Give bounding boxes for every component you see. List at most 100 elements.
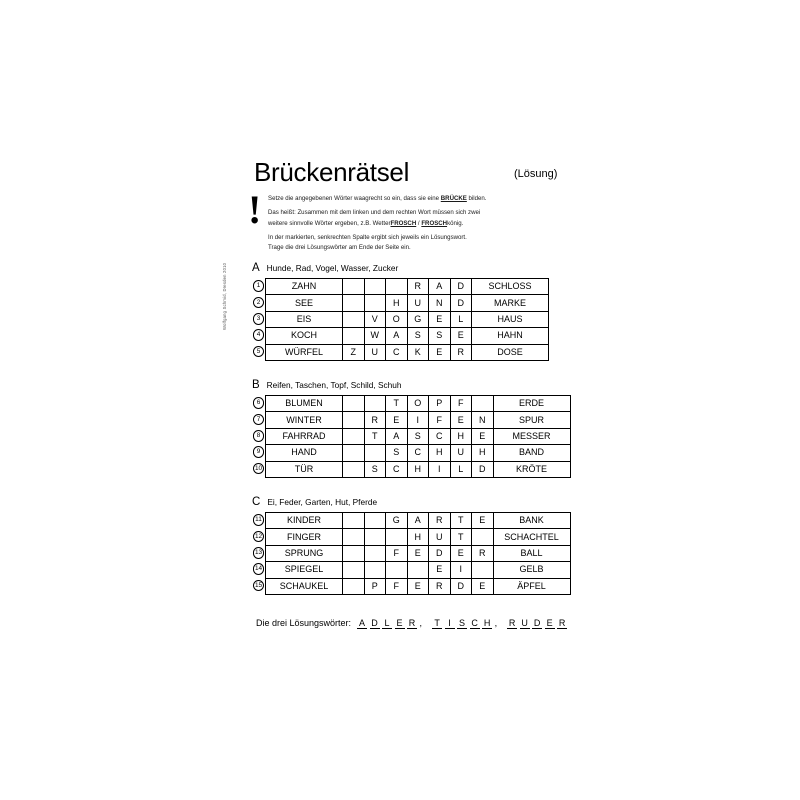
letter-cell[interactable]: H — [385, 294, 408, 312]
letter-cell[interactable]: T — [385, 394, 408, 413]
instruction-line-2: Das heißt: Zusammen mit dem linken und d… — [268, 209, 481, 217]
puzzle-section-a: A Hunde, Rad, Vogel, Wasser, Zucker 1 2 3 4 5 Z… — [252, 262, 572, 361]
letter-cell[interactable]: E — [385, 411, 408, 429]
letter-cell[interactable]: N — [428, 294, 451, 312]
instruction-line-1: Setze die angegebenen Wörter waagrecht s… — [268, 195, 487, 202]
letter-cell[interactable]: A — [406, 511, 429, 530]
letter-cell[interactable]: U — [428, 528, 451, 546]
letter-cell[interactable]: H — [449, 427, 472, 446]
letter-cell[interactable]: G — [406, 310, 429, 329]
letter-cell[interactable]: N — [471, 411, 494, 429]
letter-cell[interactable]: D — [449, 577, 472, 595]
letter-cell[interactable]: F — [428, 411, 451, 429]
blocked-cell — [342, 327, 365, 345]
credit-line: Wolfgang Schmid, Dresden 2010 — [222, 262, 227, 330]
row-number: 13 — [252, 547, 265, 559]
grid-row: KINDER G A R T E BANK — [265, 511, 571, 530]
letter-cell[interactable]: T — [449, 511, 472, 530]
letter-cell[interactable]: H — [471, 444, 494, 462]
letter-cell[interactable]: R — [363, 411, 386, 429]
letter-cell[interactable]: H — [406, 460, 429, 478]
letter-cell[interactable]: C — [385, 460, 408, 478]
letter-cell[interactable]: I — [406, 411, 429, 429]
letter-cell[interactable]: A — [385, 427, 408, 446]
row-number: 10 — [252, 462, 265, 475]
blocked-cell — [363, 444, 386, 462]
letter-cell[interactable]: D — [471, 460, 494, 478]
puzzle-section-b: B Reifen, Taschen, Topf, Schild, Schuh 6 7 8… — [252, 379, 572, 478]
letter-cell[interactable]: A — [385, 327, 408, 345]
letter-cell[interactable]: K — [406, 343, 429, 361]
letter-cell[interactable]: H — [406, 528, 429, 546]
letter-cell[interactable]: V — [363, 310, 386, 329]
section-letter: B — [252, 379, 260, 391]
letter-cell[interactable]: D — [449, 294, 472, 312]
letter-cell[interactable]: O — [406, 394, 429, 413]
letter-cell[interactable]: L — [449, 310, 472, 329]
letter-cell[interactable]: H — [428, 444, 451, 462]
letter-cell[interactable]: R — [428, 577, 451, 595]
letter-cell[interactable]: E — [428, 310, 451, 329]
letter-cell[interactable]: E — [406, 577, 429, 595]
letter-cell[interactable]: U — [449, 444, 472, 462]
row-number: 5 — [252, 345, 265, 358]
solution-separator: , — [419, 618, 423, 628]
left-word: SPIEGEL — [265, 561, 343, 579]
letter-cell[interactable]: S — [363, 460, 386, 478]
solution-label: Die drei Lösungswörter: — [256, 618, 352, 628]
letter-cell[interactable]: W — [363, 327, 386, 345]
letter-cell[interactable]: G — [385, 511, 408, 530]
letter-cell[interactable]: E — [471, 577, 494, 595]
letter-cell[interactable]: U — [406, 294, 429, 312]
letter-cell[interactable]: A — [428, 277, 451, 296]
blocked-cell — [363, 544, 386, 563]
left-word: TÜR — [265, 460, 343, 478]
letter-cell[interactable]: C — [428, 427, 451, 446]
letter-cell[interactable]: S — [385, 444, 408, 462]
left-word: KOCH — [265, 327, 343, 345]
section-header: A Hunde, Rad, Vogel, Wasser, Zucker — [252, 262, 572, 274]
letter-cell[interactable]: F — [385, 577, 408, 595]
section-word-list: Reifen, Taschen, Topf, Schild, Schuh — [266, 380, 402, 390]
letter-cell[interactable]: Z — [342, 343, 365, 361]
letter-cell[interactable]: E — [428, 561, 451, 579]
blocked-cell — [363, 294, 386, 312]
letter-cell[interactable]: E — [406, 544, 429, 563]
letter-cell[interactable]: R — [406, 277, 429, 296]
letter-cell[interactable]: P — [363, 577, 386, 595]
letter-cell[interactable]: E — [471, 427, 494, 446]
letter-cell[interactable]: F — [449, 394, 472, 413]
letter-cell[interactable]: R — [449, 343, 472, 361]
blocked-cell — [342, 444, 365, 462]
letter-cell[interactable]: I — [449, 561, 472, 579]
letter-cell[interactable]: P — [428, 394, 451, 413]
letter-cell[interactable]: E — [449, 544, 472, 563]
letter-cell[interactable]: R — [428, 511, 451, 530]
letter-cell[interactable]: L — [449, 460, 472, 478]
row-number: 9 — [252, 446, 265, 458]
letter-cell[interactable]: E — [449, 411, 472, 429]
letter-cell[interactable]: C — [385, 343, 408, 361]
letter-cell[interactable]: I — [428, 460, 451, 478]
blocked-cell — [363, 528, 386, 546]
letter-cell[interactable]: S — [428, 327, 451, 345]
letter-cell[interactable]: T — [363, 427, 386, 446]
letter-cell[interactable]: U — [363, 343, 386, 361]
letter-cell[interactable]: S — [406, 427, 429, 446]
letter-cell[interactable]: E — [471, 511, 494, 530]
letter-cell[interactable]: R — [471, 544, 494, 563]
solution-letter: E — [544, 618, 555, 629]
letter-cell[interactable]: F — [385, 544, 408, 563]
letter-cell[interactable]: T — [449, 528, 472, 546]
letter-cell[interactable]: O — [385, 310, 408, 329]
letter-cell[interactable]: E — [428, 343, 451, 361]
grid-row: FINGER H U T SCHACHTEL — [265, 528, 571, 546]
letter-cell[interactable]: D — [449, 277, 472, 296]
letter-cell[interactable]: E — [449, 327, 472, 345]
grid-row: TÜR S C H I L D KRÖTE — [265, 460, 571, 478]
letter-cell[interactable]: S — [406, 327, 429, 345]
letter-cell[interactable]: D — [428, 544, 451, 563]
letter-cell[interactable]: C — [406, 444, 429, 462]
